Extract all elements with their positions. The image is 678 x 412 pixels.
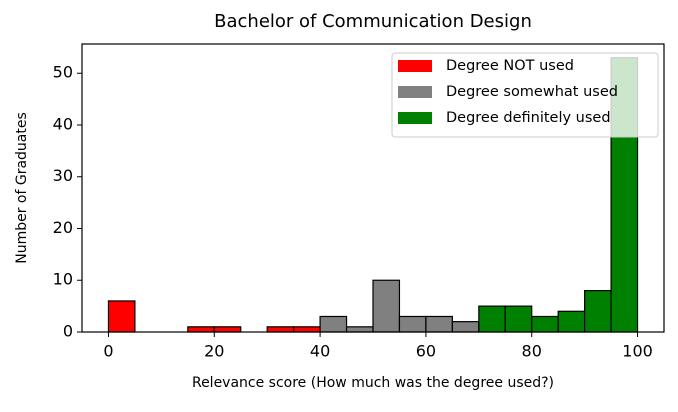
bar [266,326,295,333]
x-tick-label: 80 [522,342,542,361]
bar [425,315,453,333]
legend-label: Degree somewhat used [446,84,618,100]
bar [107,300,136,333]
bar [504,305,533,333]
y-tick-label: 20 [53,218,73,237]
y-tick-label: 10 [53,270,73,289]
bar [584,289,612,333]
x-tick-label: 60 [416,342,436,361]
y-tick-label: 0 [63,322,73,341]
legend-label: Degree definitely used [446,110,611,126]
y-tick-label: 30 [53,166,73,185]
bar [372,279,401,333]
bar [187,326,215,333]
plot-frame [81,43,665,333]
legend-label: Degree NOT used [446,58,574,74]
x-tick-label: 20 [204,342,224,361]
bar [531,315,559,333]
x-axis-label: Relevance score (How much was the degree… [192,375,554,391]
x-tick-label: 40 [310,342,330,361]
legend-swatch [398,60,432,72]
bar [398,315,427,333]
legend-swatch [398,86,432,98]
bar [345,326,374,333]
x-tick-label: 0 [103,342,113,361]
bar [451,321,480,333]
bar [319,315,348,333]
y-tick-label: 50 [53,63,73,82]
chart-title: Bachelor of Communication Design [214,11,532,32]
bar [293,326,321,333]
y-axis-label: Number of Graduates [14,112,30,264]
bar [213,326,242,333]
legend-box [391,52,659,138]
legend-swatch [398,112,432,124]
y-tick-label: 40 [53,114,73,133]
bar [478,305,506,333]
bar [557,310,586,333]
x-tick-label: 100 [622,342,653,361]
